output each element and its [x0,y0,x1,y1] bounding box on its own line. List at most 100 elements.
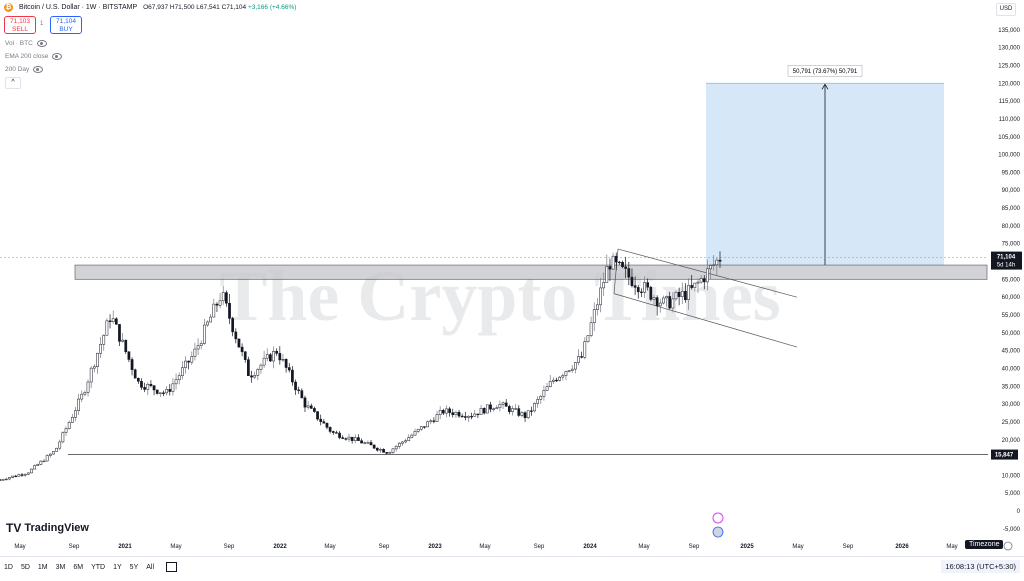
candle-body [454,412,458,416]
candle-body [171,383,175,392]
timeframe-all[interactable]: All [146,563,155,571]
candle-body [407,437,411,442]
timeframe-3m[interactable]: 3M [55,563,66,571]
candle-body [548,381,552,387]
candle-body [693,282,697,288]
candle-body [621,262,624,268]
timeframe-5y[interactable]: 5Y [129,563,139,571]
timeframe-ytd[interactable]: YTD [91,563,106,571]
price-axis-label: 40,000 [1002,366,1021,372]
low-value: L67,541 [196,4,220,11]
price-axis-label: 20,000 [1002,438,1021,444]
ohlc-values: O67,937 H71,500 L67,541 C71,104 +3,166 (… [143,4,296,11]
candle-body [715,259,719,266]
timeframe-1m[interactable]: 1M [37,563,48,571]
candle-body [564,371,568,376]
candle-body [369,442,373,446]
candle-body [294,381,297,391]
candle-body [385,452,389,454]
candle-body [262,357,266,366]
candle-body [432,420,436,422]
price-axis-label: 100,000 [998,153,1020,159]
timeframe-5d[interactable]: 5D [20,563,30,571]
candle-body [706,268,709,283]
candle-body [419,426,423,430]
candle-body [30,468,33,474]
candle-body [322,421,326,424]
open-value: O67,937 [143,4,169,11]
eye-icon[interactable] [36,40,47,47]
candle-body [212,303,216,318]
candle-body [319,418,323,422]
sell-button[interactable]: 71,103 SELL [4,16,36,34]
price-axis-label: 120,000 [998,81,1020,87]
candle-body [394,446,398,450]
indicator-vol[interactable]: Vol · BTC [5,40,47,47]
currency-selector[interactable]: USD [996,3,1016,16]
symbol-header[interactable]: ₿ Bitcoin / U.S. Dollar · 1W · BITSTAMP … [4,3,296,12]
time-axis-label: May [324,544,335,550]
candle-body [596,304,599,310]
resistance-zone [74,264,988,280]
candle-body [278,353,282,361]
buy-price: 71,104 [56,18,76,25]
indicator-label: Vol · BTC [5,40,33,47]
candle-body [577,356,580,363]
candle-body [357,437,360,441]
symbol-title[interactable]: Bitcoin / U.S. Dollar · 1W · BITSTAMP [19,4,138,11]
candle-body [555,379,558,382]
clock-readout[interactable]: 16:08:13 (UTC+5:30) [941,560,1020,573]
candle-body [429,420,433,423]
buy-button[interactable]: 71,104 BUY [50,16,82,34]
indicator-ema[interactable]: EMA 200 close [5,53,63,60]
candle-body [143,387,146,390]
candle-body [614,255,618,263]
candle-body [92,366,96,369]
eye-icon[interactable] [33,66,44,73]
time-axis-label: Sep [224,544,235,550]
candle-body [583,341,587,358]
candle-body [423,426,426,428]
candle-body [190,356,194,363]
candle-body [646,282,650,288]
candle-body [96,353,99,367]
support-tag-value: 15,847 [995,453,1014,459]
candle-body [397,442,401,447]
candle-body [441,410,445,414]
candle-body [680,290,684,297]
candle-body [482,407,486,414]
calendar-icon[interactable] [166,562,178,572]
indicator-label: 200 Day [5,66,30,73]
candle-body [640,291,643,293]
bitcoin-icon: ₿ [4,3,13,12]
time-axis-label: May [946,544,957,550]
timeframe-1d[interactable]: 1D [4,563,13,571]
candle-body [552,379,555,382]
sell-label: SELL [12,26,28,33]
candle-body [193,348,197,357]
candle-body [199,343,203,346]
candle-body [485,404,489,414]
candle-body [42,460,46,463]
timeframe-1y[interactable]: 1Y [113,563,122,571]
candle-body [58,441,62,449]
candle-body [287,367,291,371]
candle-body [388,452,392,454]
candle-body [649,286,653,300]
candle-body [33,465,36,470]
measure-label-box [787,64,863,77]
timeframe-6m[interactable]: 6M [73,563,84,571]
candle-body [435,414,439,422]
indicator-200day[interactable]: 200 Day [5,66,44,73]
price-axis-label: 125,000 [998,63,1020,69]
candle-body [17,474,21,477]
candle-body [530,410,533,412]
eye-icon[interactable] [52,53,63,60]
candle-body [23,473,27,476]
candle-body [196,345,200,350]
collapse-indicators-button[interactable]: ^ [5,77,21,89]
tradingview-logo[interactable]: TV TradingView [6,521,89,535]
candle-body [184,360,187,368]
